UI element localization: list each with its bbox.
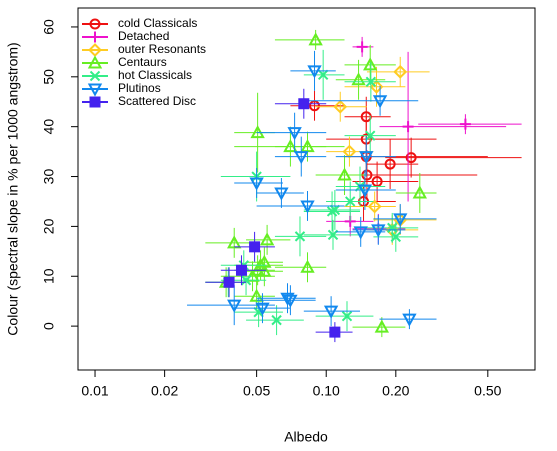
marker bbox=[365, 130, 376, 141]
marker bbox=[89, 70, 101, 82]
x-tick-label: 0.05 bbox=[243, 383, 270, 399]
x-tick-label: 0.50 bbox=[474, 383, 501, 399]
x-tick-label: 0.02 bbox=[151, 383, 178, 399]
x-axis-label: Albedo bbox=[284, 429, 328, 445]
marker bbox=[317, 69, 329, 81]
series bbox=[326, 36, 522, 244]
marker bbox=[307, 65, 322, 79]
marker bbox=[357, 184, 373, 198]
legend-label: Plutinos bbox=[118, 81, 161, 95]
legend-label: Centaurs bbox=[118, 55, 167, 69]
y-tick-label: 10 bbox=[41, 268, 57, 284]
x-tick-label: 0.20 bbox=[382, 383, 409, 399]
marker bbox=[308, 32, 323, 46]
marker bbox=[390, 231, 402, 243]
marker bbox=[240, 275, 252, 286]
x-tick-label: 0.01 bbox=[81, 383, 108, 399]
series bbox=[205, 29, 437, 338]
legend-label: Scattered Disc bbox=[118, 94, 196, 108]
marker bbox=[359, 151, 374, 165]
marker bbox=[300, 259, 315, 273]
y-tick-label: 30 bbox=[41, 169, 57, 185]
marker bbox=[249, 241, 261, 253]
marker bbox=[298, 98, 310, 110]
marker bbox=[294, 151, 309, 165]
marker bbox=[271, 314, 282, 326]
plot-frame bbox=[77, 7, 536, 371]
marker bbox=[341, 310, 353, 322]
marker bbox=[387, 222, 398, 234]
legend-label: outer Resonants bbox=[118, 42, 206, 56]
marker bbox=[384, 158, 396, 170]
marker bbox=[329, 326, 341, 338]
y-tick-label: 50 bbox=[41, 69, 57, 85]
y-tick-label: 40 bbox=[41, 119, 57, 135]
series bbox=[187, 50, 437, 330]
marker bbox=[363, 57, 378, 71]
marker bbox=[337, 167, 352, 181]
y-tick-label: 20 bbox=[41, 218, 57, 234]
x-tick-label: 0.10 bbox=[313, 383, 340, 399]
series bbox=[315, 56, 437, 245]
marker bbox=[393, 213, 408, 227]
marker bbox=[249, 177, 264, 191]
marker bbox=[402, 313, 417, 327]
marker bbox=[87, 55, 103, 69]
marker bbox=[294, 231, 306, 242]
marker bbox=[329, 204, 341, 216]
marker bbox=[283, 139, 298, 153]
marker bbox=[89, 31, 101, 43]
marker bbox=[255, 302, 270, 316]
marker bbox=[87, 83, 103, 97]
series bbox=[205, 49, 419, 336]
marker bbox=[300, 200, 315, 214]
marker bbox=[356, 41, 368, 53]
marker bbox=[89, 18, 101, 30]
marker bbox=[89, 96, 101, 108]
marker bbox=[345, 196, 356, 207]
y-tick-label: 0 bbox=[41, 322, 57, 330]
marker bbox=[250, 262, 265, 276]
marker bbox=[367, 199, 382, 214]
marker bbox=[412, 185, 428, 199]
marker bbox=[287, 127, 302, 141]
legend-label: cold Classicals bbox=[118, 16, 197, 30]
series bbox=[205, 88, 353, 343]
marker bbox=[333, 99, 348, 114]
marker bbox=[235, 264, 247, 276]
marker bbox=[274, 187, 289, 201]
marker bbox=[351, 72, 366, 86]
marker bbox=[374, 319, 390, 333]
legend-label: Detached bbox=[118, 29, 169, 43]
y-tick-label: 60 bbox=[41, 19, 57, 35]
marker bbox=[402, 121, 414, 133]
marker bbox=[393, 64, 408, 79]
marker bbox=[283, 294, 298, 308]
marker bbox=[259, 232, 275, 246]
marker bbox=[249, 288, 264, 302]
marker bbox=[365, 76, 377, 88]
marker bbox=[371, 224, 386, 238]
marker bbox=[372, 95, 388, 109]
marker bbox=[459, 118, 471, 130]
marker bbox=[253, 306, 264, 318]
marker bbox=[227, 235, 242, 249]
y-axis-label: Colour (spectral slope in % per 1000 ang… bbox=[5, 42, 21, 335]
marker bbox=[405, 152, 417, 164]
marker bbox=[227, 299, 242, 313]
legend-label: hot Classicals bbox=[118, 68, 192, 82]
marker bbox=[342, 144, 357, 159]
marker bbox=[353, 226, 368, 240]
marker bbox=[323, 305, 339, 319]
marker bbox=[223, 276, 235, 288]
